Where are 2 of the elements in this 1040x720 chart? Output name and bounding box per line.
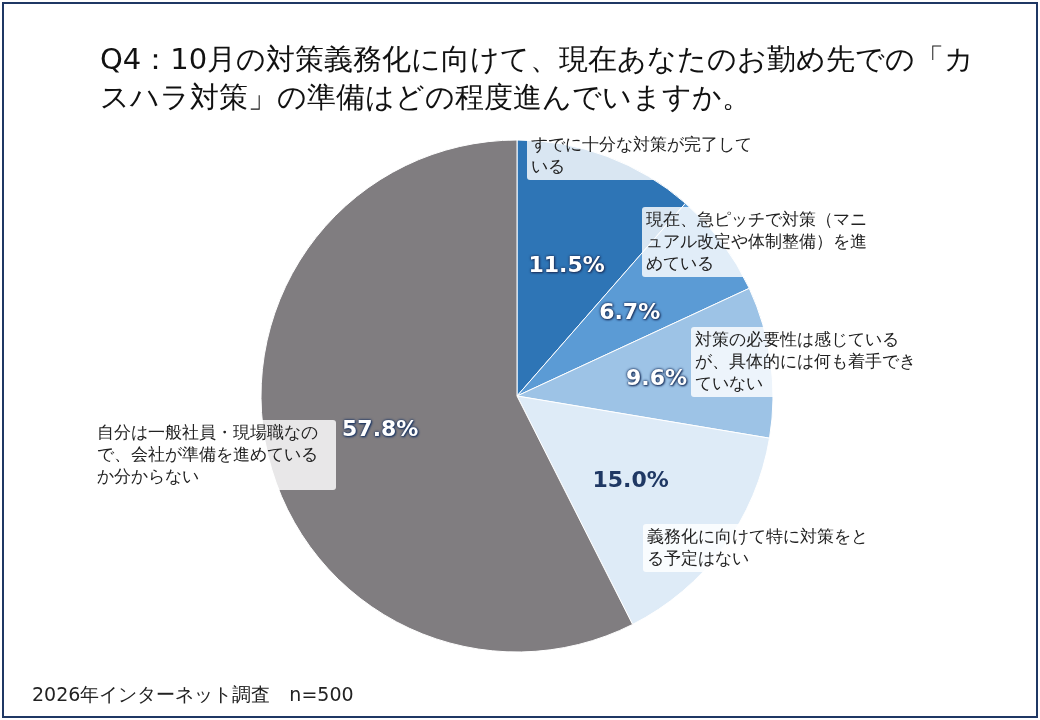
annotation: 2026年インターネット調査 n=500: [32, 682, 354, 707]
title: Q4：10月の対策義務化に向けて、現在あなたのお勤め先での「カスハラ対策」の準備はどの程度進んでいますか。: [100, 41, 976, 116]
